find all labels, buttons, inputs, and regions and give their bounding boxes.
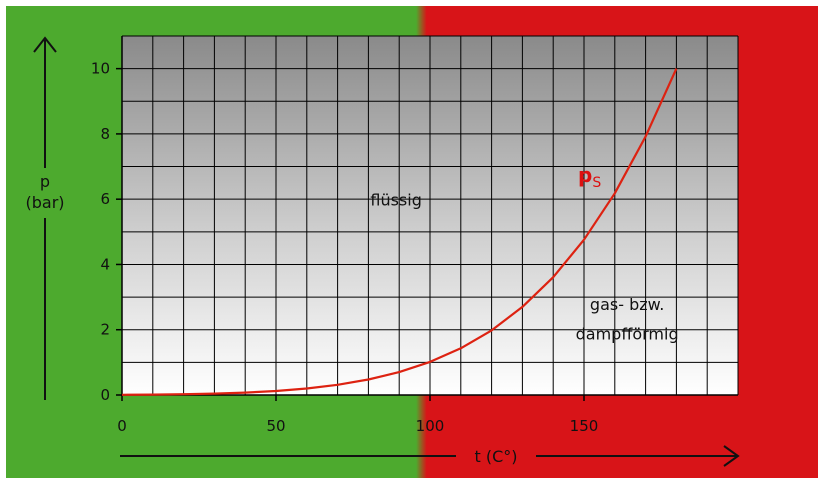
y-tick-label: 2 [100, 321, 110, 339]
annotation-gas-line1: gas- bzw. [590, 295, 664, 314]
series-label: pS [578, 163, 601, 191]
series-label-main: p [578, 163, 592, 187]
y-tick-label: 0 [100, 386, 110, 404]
annotation-liquid: flüssig [370, 191, 422, 210]
y-tick-label: 6 [100, 190, 110, 208]
grid [121, 35, 739, 396]
x-label-backdrop [456, 442, 536, 470]
y-axis-arrow [33, 36, 57, 400]
x-tick-label: 150 [570, 417, 599, 435]
annotation-gas-line2: dampfförmig [576, 325, 679, 344]
y-tick-label: 8 [100, 125, 110, 143]
y-tick-label: 4 [100, 255, 110, 273]
series-line-0 [121, 68, 678, 396]
x-tick-label: 0 [117, 417, 127, 435]
series-layer [121, 68, 678, 396]
y-axis-label-unit: (bar) [25, 193, 64, 212]
y-tick-label: 10 [91, 60, 110, 78]
x-axis-label: t (C°) [474, 447, 517, 466]
x-tick-label: 100 [416, 417, 445, 435]
y-axis-label-symbol: p [40, 172, 50, 191]
series-label-sub: S [592, 175, 601, 191]
x-axis-arrow [120, 445, 740, 467]
y-label-backdrop [10, 168, 80, 218]
x-tick-label: 50 [266, 417, 285, 435]
